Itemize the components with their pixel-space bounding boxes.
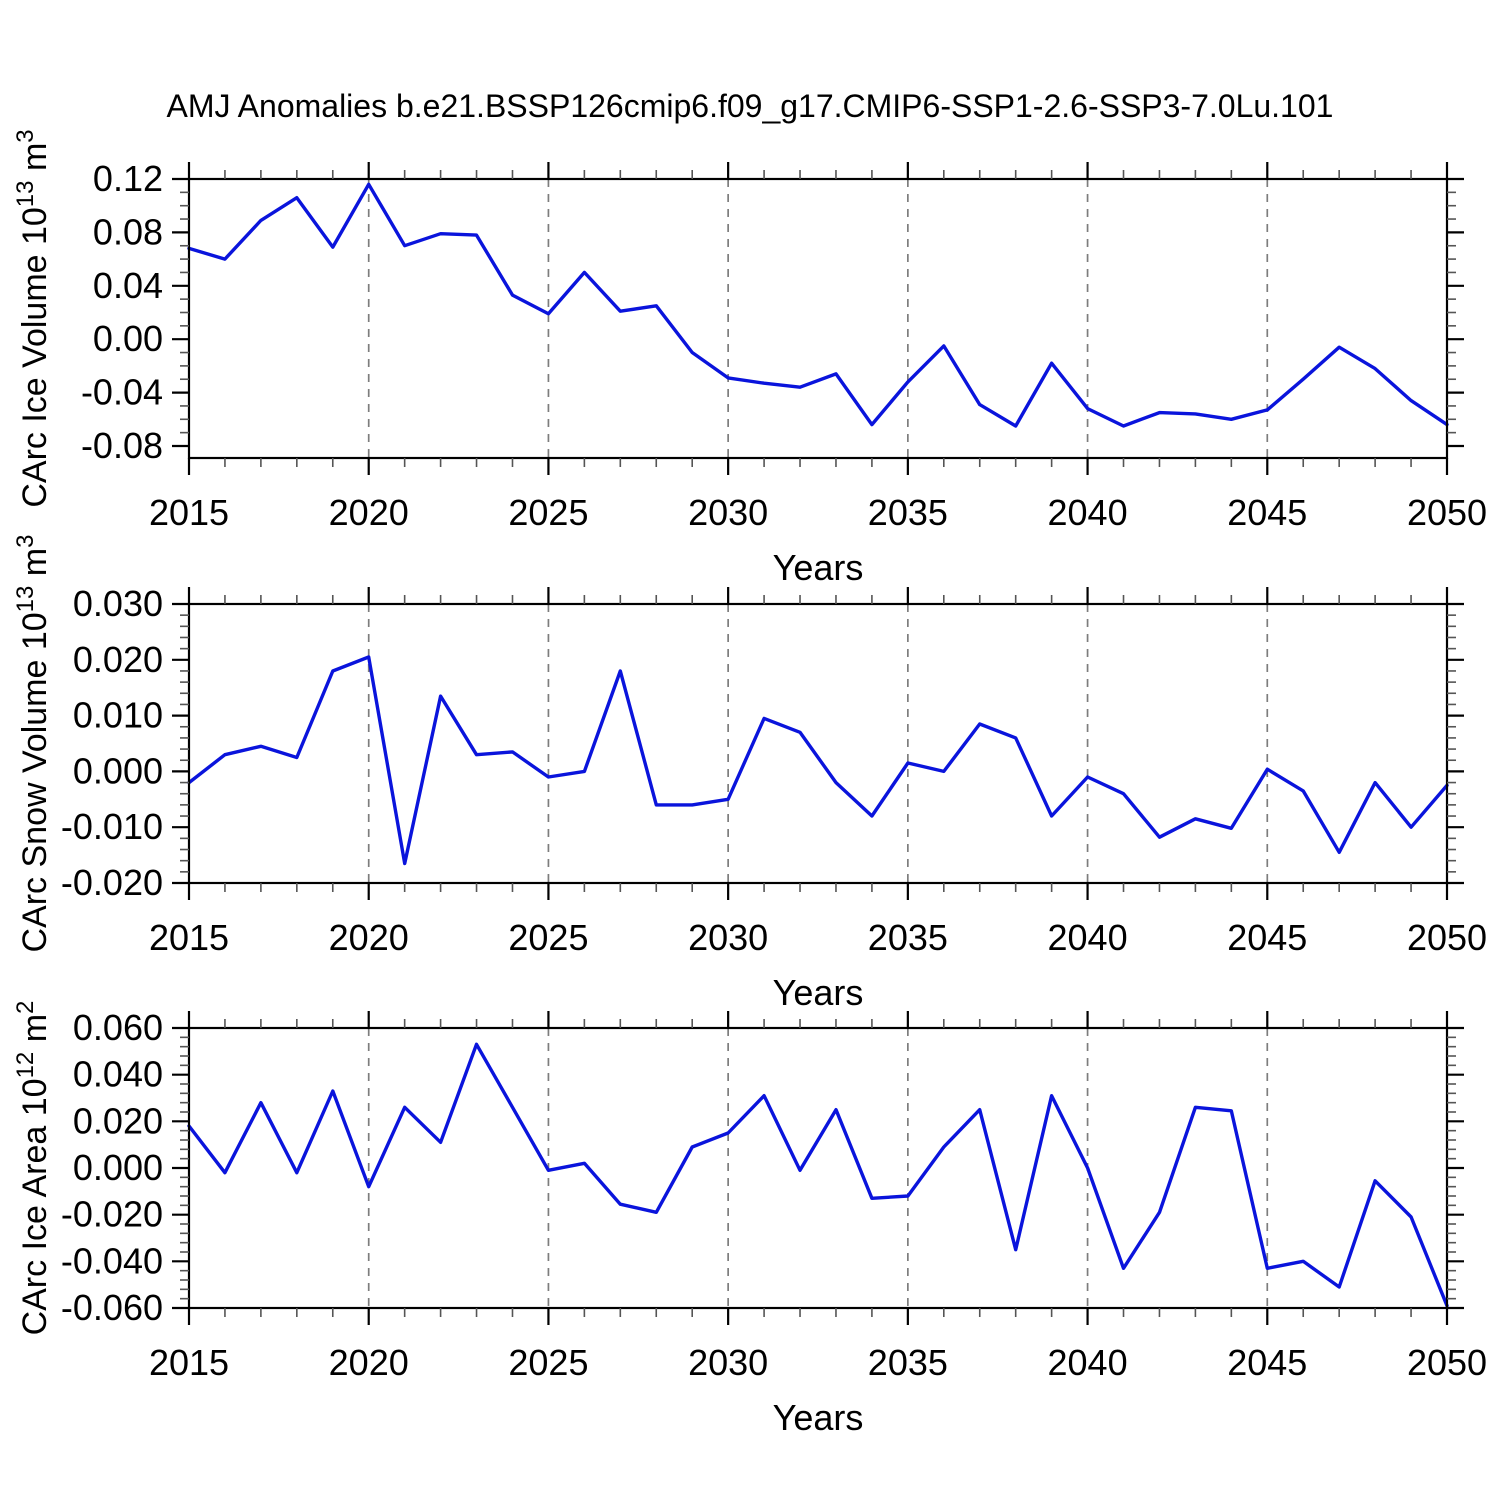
x-axis-title: Years xyxy=(773,1397,864,1438)
x-tick-label: 2040 xyxy=(1048,492,1128,533)
gridlines xyxy=(367,604,1269,883)
x-tick-label: 2015 xyxy=(149,1342,229,1383)
snow-volume-subplot: 2015 2020 2025 2030 2035 2040 2045 2050Years0.0… xyxy=(12,534,1487,1013)
gridlines xyxy=(367,1028,1269,1308)
x-tick-label: 2035 xyxy=(868,917,948,958)
y-axis: 0.030 0.020 0.010 0.000 -0.010 -0.020 xyxy=(61,583,1464,903)
y-tick-label: 0.020 xyxy=(73,639,163,680)
y-tick-label: -0.04 xyxy=(81,372,163,413)
x-tick-label: 2035 xyxy=(868,1342,948,1383)
y-tick-label: 0.030 xyxy=(73,583,163,624)
y-axis-title: CArc Snow Volume 1013 m3 xyxy=(12,534,54,952)
x-axis-title: Years xyxy=(773,547,864,588)
x-axis: 2015 2020 2025 2030 2035 2040 2045 2050 Years xyxy=(149,587,1487,1013)
y-tick-label: -0.060 xyxy=(61,1287,163,1328)
x-tick-label: 2030 xyxy=(688,1342,768,1383)
ice-area-subplot: 2015 2020 2025 2030 2035 2040 2045 2050 Years 0.0… xyxy=(12,1001,1487,1438)
y-tick-label: 0.08 xyxy=(93,211,163,252)
y-tick-label: -0.020 xyxy=(61,862,163,903)
figure-title: AMJ Anomalies b.e21.BSSP126cmip6.f09_g17… xyxy=(166,88,1334,124)
y-axis-title: CArc Ice Volume 1013 m3 xyxy=(12,129,54,507)
y-tick-label: -0.020 xyxy=(61,1194,163,1235)
x-tick-label: 2015 xyxy=(149,917,229,958)
y-tick-label: 0.010 xyxy=(73,695,163,736)
y-tick-label: 0.00 xyxy=(93,318,163,359)
x-tick-label: 2040 xyxy=(1048,1342,1128,1383)
y-tick-label: 0.12 xyxy=(93,158,163,199)
snow-volume-series-line xyxy=(187,655,1449,866)
y-tick-label: -0.010 xyxy=(61,806,163,847)
x-tick-label: 2050 xyxy=(1407,917,1487,958)
x-tick-label: 2045 xyxy=(1227,492,1307,533)
plot-frame xyxy=(187,177,1449,460)
x-tick-label: 2020 xyxy=(329,1342,409,1383)
y-tick-label: 0.000 xyxy=(73,1147,163,1188)
y-tick-label: 0.04 xyxy=(93,265,163,306)
x-tick-label: 2025 xyxy=(508,1342,588,1383)
x-tick-label: 2045 xyxy=(1227,1342,1307,1383)
x-tick-label: 2045 xyxy=(1227,917,1307,958)
x-tick-label: 2050 xyxy=(1407,492,1487,533)
x-axis: 2015 2020 2025 2030 2035 2040 2045 2050 Years xyxy=(149,162,1487,588)
x-tick-label: 2025 xyxy=(508,917,588,958)
x-tick-label: 2020 xyxy=(329,917,409,958)
ice-volume-subplot: 2015 2020 2025 2030 2035 2040 2045 2050 Years 0.1… xyxy=(12,129,1487,588)
ice-area-series-line xyxy=(187,1042,1449,1308)
ice-volume-series-line xyxy=(187,182,1449,428)
y-tick-label: -0.040 xyxy=(61,1240,163,1281)
y-axis: 0.12 0.08 0.04 0.00 -0.04 -0.08 xyxy=(81,158,1464,466)
x-tick-label: 2035 xyxy=(868,492,948,533)
x-tick-label: 2030 xyxy=(688,917,768,958)
x-tick-label: 2015 xyxy=(149,492,229,533)
y-axis: 0.060 0.040 0.020 0.000 -0.020 -0.040 -0.060 xyxy=(61,1007,1464,1328)
plot-frame xyxy=(187,602,1449,885)
x-tick-label: 2025 xyxy=(508,492,588,533)
x-axis-title: Years xyxy=(773,972,864,1013)
y-tick-label: 0.020 xyxy=(73,1100,163,1141)
x-tick-label: 2020 xyxy=(329,492,409,533)
y-tick-label: 0.060 xyxy=(73,1007,163,1048)
y-tick-label: 0.000 xyxy=(73,750,163,791)
x-tick-label: 2040 xyxy=(1048,917,1128,958)
y-tick-label: 0.040 xyxy=(73,1054,163,1095)
y-tick-label: -0.08 xyxy=(81,425,163,466)
gridlines xyxy=(367,179,1269,458)
x-axis: 2015 2020 2025 2030 2035 2040 2045 2050 Years xyxy=(149,1011,1487,1438)
x-tick-label: 2030 xyxy=(688,492,768,533)
x-tick-label: 2050 xyxy=(1407,1342,1487,1383)
y-axis-title: CArc Ice Area 1012 m2 xyxy=(12,1001,54,1336)
